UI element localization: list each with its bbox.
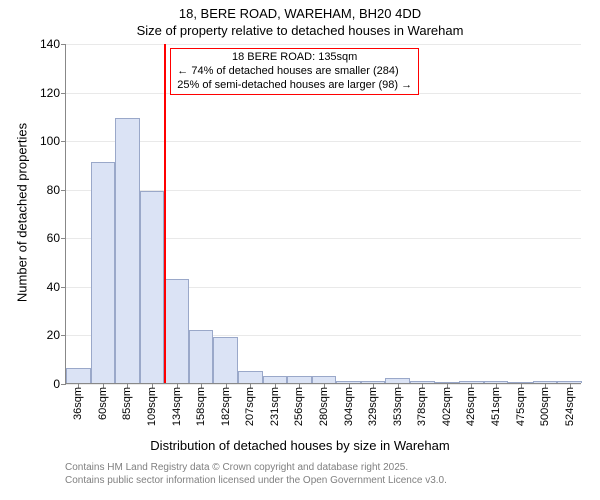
annotation-line-3: 25% of semi-detached houses are larger (… — [177, 79, 412, 93]
histogram-bar — [66, 368, 91, 383]
histogram-bar — [189, 330, 214, 383]
property-size-chart: 18, BERE ROAD, WAREHAM, BH20 4DD Size of… — [0, 0, 600, 500]
ytick-label: 0 — [53, 377, 66, 391]
ytick-label: 80 — [47, 183, 66, 197]
histogram-bar — [140, 191, 165, 383]
xtick-label: 207sqm — [244, 387, 256, 426]
plot-area: 02040608010012014036sqm60sqm85sqm109sqm1… — [65, 44, 581, 384]
ytick-label: 20 — [47, 328, 66, 342]
xtick-label: 378sqm — [416, 387, 428, 426]
histogram-bar — [164, 279, 189, 383]
xtick-label: 402sqm — [441, 387, 453, 426]
annotation-box: 18 BERE ROAD: 135sqm← 74% of detached ho… — [170, 48, 419, 95]
xtick-label: 426sqm — [465, 387, 477, 426]
histogram-bar — [115, 118, 140, 383]
ytick-label: 140 — [40, 37, 66, 51]
chart-title-2: Size of property relative to detached ho… — [0, 23, 600, 38]
ytick-label: 120 — [40, 86, 66, 100]
histogram-bar — [91, 162, 116, 383]
annotation-line-2: ← 74% of detached houses are smaller (28… — [177, 65, 412, 79]
xtick-label: 60sqm — [97, 387, 109, 420]
x-axis-label: Distribution of detached houses by size … — [0, 438, 600, 453]
xtick-label: 475sqm — [515, 387, 527, 426]
chart-title-1: 18, BERE ROAD, WAREHAM, BH20 4DD — [0, 6, 600, 21]
ytick-label: 60 — [47, 231, 66, 245]
histogram-bar — [287, 376, 312, 383]
xtick-label: 109sqm — [146, 387, 158, 426]
xtick-label: 256sqm — [293, 387, 305, 426]
histogram-bar — [213, 337, 238, 383]
xtick-label: 231sqm — [269, 387, 281, 426]
xtick-label: 304sqm — [343, 387, 355, 426]
xtick-label: 36sqm — [72, 387, 84, 420]
xtick-label: 329sqm — [367, 387, 379, 426]
ytick-label: 100 — [40, 134, 66, 148]
xtick-label: 280sqm — [318, 387, 330, 426]
ytick-label: 40 — [47, 280, 66, 294]
gridline — [66, 44, 581, 45]
xtick-label: 353sqm — [392, 387, 404, 426]
histogram-bar — [263, 376, 288, 383]
xtick-label: 451sqm — [490, 387, 502, 426]
xtick-label: 85sqm — [121, 387, 133, 420]
gridline — [66, 141, 581, 142]
footer-line-1: Contains HM Land Registry data © Crown c… — [65, 462, 408, 473]
y-axis-label: Number of detached properties — [15, 103, 30, 323]
annotation-line-1: 18 BERE ROAD: 135sqm — [177, 51, 412, 65]
footer-line-2: Contains public sector information licen… — [65, 475, 447, 486]
histogram-bar — [238, 371, 263, 383]
xtick-label: 134sqm — [171, 387, 183, 426]
xtick-label: 158sqm — [195, 387, 207, 426]
xtick-label: 500sqm — [539, 387, 551, 426]
xtick-label: 524sqm — [564, 387, 576, 426]
xtick-label: 182sqm — [220, 387, 232, 426]
histogram-bar — [312, 376, 337, 383]
marker-line — [164, 44, 166, 383]
